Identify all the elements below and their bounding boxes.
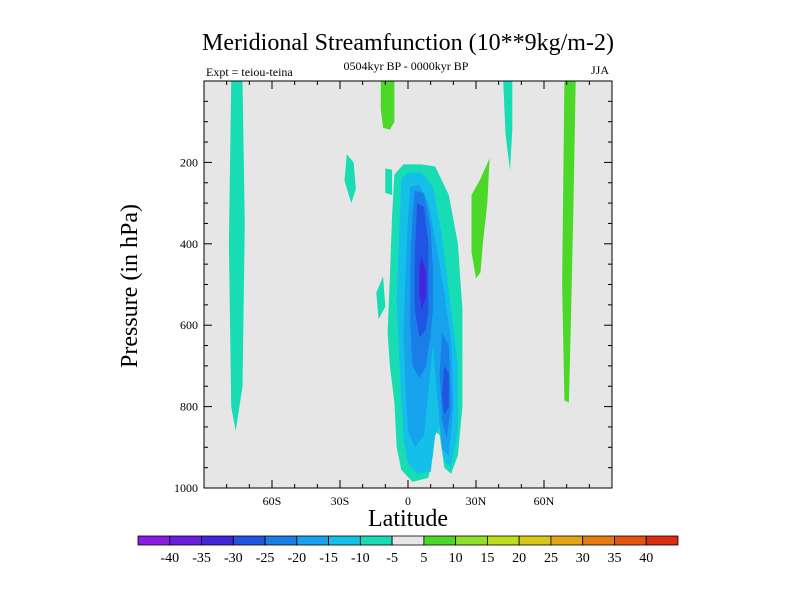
season-label: JJA: [591, 63, 609, 77]
x-tick-label: 0: [405, 494, 411, 508]
colorbar-label: -40: [160, 551, 179, 566]
plot-area: 60S 30S 0 30N 60N 200 400 600 800 1000: [174, 80, 613, 508]
colorbar-label: 20: [512, 551, 526, 566]
y-tick-label: 400: [180, 237, 198, 251]
y-axis: 200 400 600 800 1000: [174, 100, 612, 495]
chart-subtitle: 0504kyr BP - 0000kyr BP: [344, 59, 469, 73]
colorbar-swatch: [391, 535, 425, 546]
chart-title: Meridional Streamfunction (10**9kg/m-2): [202, 30, 614, 56]
colorbar-label: 5: [420, 551, 427, 566]
colorbar-swatch: [582, 535, 615, 546]
x-tick-label: 60N: [534, 494, 555, 508]
colorbar-label: -20: [287, 551, 306, 566]
colorbar-swatch: [518, 535, 552, 546]
colorbar-label: -30: [224, 551, 243, 566]
colorbar-label: 35: [607, 551, 621, 566]
y-axis-label: Pressure (in hPa): [117, 204, 143, 368]
contour-region-1: [344, 154, 356, 204]
contour-region-14: [471, 158, 490, 279]
colorbar-swatch: [264, 535, 298, 546]
contour-region-3: [376, 276, 386, 320]
contour-region-13: [380, 81, 395, 130]
colorbar-swatch: [550, 535, 584, 546]
colorbar-swatch: [359, 535, 393, 546]
contour-fills: [228, 81, 576, 482]
contour-region-5: [503, 81, 513, 171]
colorbar-swatch: [137, 535, 171, 546]
y-tick-label: 600: [180, 318, 198, 332]
contour-region-15: [562, 81, 576, 403]
colorbar-swatch: [645, 535, 679, 546]
colorbar-label: 10: [449, 551, 463, 566]
colorbar-label: 30: [576, 551, 590, 566]
colorbar-swatch: [169, 535, 202, 546]
colorbar-label: -35: [192, 551, 211, 566]
colorbar-label: -5: [386, 551, 398, 566]
y-tick-label: 200: [180, 155, 198, 169]
colorbar: -40 -35 -30 -25 -20 -15 -10 -5 5 10 15 20 25 30 35 40: [137, 535, 679, 566]
x-tick-label: 60S: [263, 494, 282, 508]
colorbar-label: -10: [351, 551, 370, 566]
x-axis-label: Latitude: [368, 506, 448, 532]
colorbar-label: 40: [639, 551, 653, 566]
colorbar-swatch: [455, 535, 488, 546]
colorbar-label: 25: [544, 551, 558, 566]
colorbar-swatch: [487, 535, 520, 546]
colorbar-swatch: [232, 535, 266, 546]
colorbar-swatch: [201, 535, 234, 546]
x-axis: 60S 30S 0 30N 60N: [226, 81, 590, 508]
colorbar-label: -25: [256, 551, 275, 566]
colorbar-label: 15: [480, 551, 494, 566]
contour-region-11: [442, 365, 449, 415]
colorbar-swatch: [423, 535, 457, 546]
y-tick-label: 800: [180, 400, 198, 414]
contour-region-12: [419, 256, 427, 309]
contour-region-0: [228, 81, 245, 431]
x-tick-label: 30N: [466, 494, 487, 508]
contour-region-2: [385, 168, 393, 195]
colorbar-swatch: [296, 535, 329, 546]
colorbar-label: -15: [319, 551, 338, 566]
y-tick-label: 1000: [174, 481, 198, 495]
x-tick-label: 30S: [331, 494, 350, 508]
experiment-label: Expt = teiou-teina: [206, 65, 293, 79]
colorbar-swatch: [614, 535, 647, 546]
colorbar-swatch: [328, 535, 361, 546]
